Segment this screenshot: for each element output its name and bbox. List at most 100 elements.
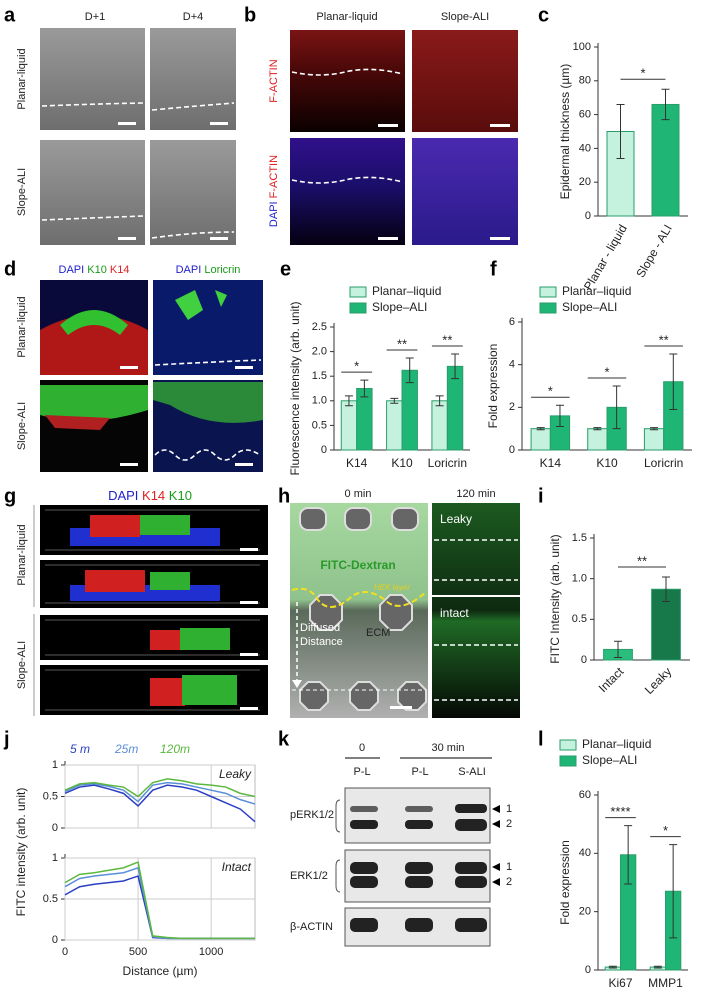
micrograph [150, 140, 236, 245]
legend-label: 5 m [70, 742, 90, 756]
x-tick-label: 500 [129, 946, 147, 958]
scale-bar [240, 707, 258, 710]
column-label: D+1 [85, 11, 106, 23]
line [64, 875, 255, 940]
x-tick-label: MMP1 [648, 976, 683, 990]
x-tick-label: Intact [596, 664, 627, 695]
lane-label: P-L [411, 766, 428, 778]
y-tick-label: 1.5 [312, 370, 327, 382]
y-tick-label: 60 [579, 789, 591, 801]
y-axis-label: Epidermal thickness (µm) [558, 64, 572, 200]
panel-g: g DAPI K14 K10 Planar-liquid Slope-ALI [4, 485, 268, 716]
panel-label: f [490, 258, 497, 280]
y-tick-label: 40 [579, 847, 591, 859]
scale-bar [235, 366, 253, 369]
bar [386, 400, 403, 451]
blot-label: ERK1/2 [290, 870, 328, 882]
bracket [335, 859, 341, 893]
panel-b: b Planar-liquid Slope-ALI F-ACTIN DAPI F… [244, 4, 518, 245]
panel-a: a D+1 D+4 Planar-liquid Slope-ALI [4, 4, 236, 245]
annotation: Leaky [219, 767, 252, 781]
error-bar [661, 88, 670, 121]
x-tick-label: Loricrin [644, 456, 683, 470]
y-tick-label: 0 [52, 822, 58, 834]
stain-label: K14 [110, 264, 130, 276]
error-bar [360, 379, 369, 398]
error-bar [662, 576, 670, 602]
x-tick-label: 1000 [199, 946, 223, 958]
y-tick-label: 0 [581, 654, 587, 666]
error-bar [612, 385, 621, 430]
scale-bar [210, 122, 228, 125]
column-label: Planar-liquid [316, 11, 377, 23]
panel-label: e [280, 258, 291, 280]
error-bar [624, 825, 633, 885]
panel-label: h [278, 485, 290, 507]
error-bar [555, 404, 564, 428]
panel-label: i [538, 485, 544, 507]
column-label: D+4 [183, 11, 204, 23]
legend-swatch [349, 302, 367, 314]
stain-label: K14 [142, 488, 165, 503]
blot [344, 787, 491, 844]
significance: * [354, 359, 359, 374]
bar [530, 428, 551, 451]
arrow-head [292, 680, 302, 688]
micrograph [412, 138, 518, 245]
x-tick-label: K14 [346, 456, 368, 470]
y-tick-label: 60 [579, 109, 591, 121]
bar [587, 428, 608, 451]
arrow-head [492, 805, 500, 886]
panel-label: g [4, 485, 16, 507]
error-bar [435, 395, 444, 407]
micrograph [40, 28, 145, 130]
scale-bar [118, 122, 136, 125]
scale-bar [490, 237, 510, 240]
x-tick-label: K14 [540, 456, 562, 470]
legend-label: Planar–liquid [582, 737, 651, 751]
line [64, 778, 256, 798]
panel-label: c [538, 4, 549, 26]
lane-label: S-ALI [458, 766, 486, 778]
time-label: 0 [359, 742, 365, 754]
row-label: Slope-ALI [16, 168, 28, 216]
stain-label: K10 [169, 488, 192, 503]
legend-swatch [559, 755, 577, 767]
region-label: Diffused [300, 622, 340, 634]
scale-bar [210, 237, 228, 240]
y-tick-label: 0 [585, 210, 591, 222]
panel-h: h 0 min 120 min FITC-Dextran HEK layer D… [278, 485, 520, 718]
annotation: Intact [222, 860, 252, 874]
y-tick-label: 2.0 [312, 346, 327, 358]
legend-swatch [349, 286, 367, 298]
y-tick-label: 4 [509, 359, 515, 371]
x-tick-label: 0 [62, 946, 68, 958]
stain-region [60, 310, 128, 335]
legend-label: Slope–ALI [562, 300, 617, 314]
legend-label: Planar–liquid [372, 284, 441, 298]
significance: * [548, 384, 553, 399]
stain-label: F-ACTIN [268, 155, 280, 198]
stain-region [182, 675, 237, 705]
micrograph [153, 280, 263, 375]
micrograph [290, 30, 405, 132]
stain-region [85, 570, 145, 592]
marker-label: 1 [506, 861, 512, 873]
error-bar [653, 965, 662, 969]
y-tick-label: 0 [509, 444, 515, 456]
y-tick-label: 100 [573, 41, 591, 53]
column-label: 0 min [345, 488, 372, 500]
boundary-line [151, 231, 235, 239]
micrograph [290, 138, 405, 245]
x-tick-label: Planar - liquid [581, 222, 630, 293]
column-label: 120 min [456, 488, 495, 500]
stain-label: Loricrin [204, 264, 240, 276]
blot-label: pERK1/2 [290, 809, 334, 821]
x-tick-label: Leaky [642, 664, 675, 697]
x-tick-label: K10 [596, 456, 618, 470]
time-label: 30 min [431, 742, 464, 754]
significance: * [663, 823, 668, 838]
blot-label: β-ACTIN [290, 921, 333, 933]
